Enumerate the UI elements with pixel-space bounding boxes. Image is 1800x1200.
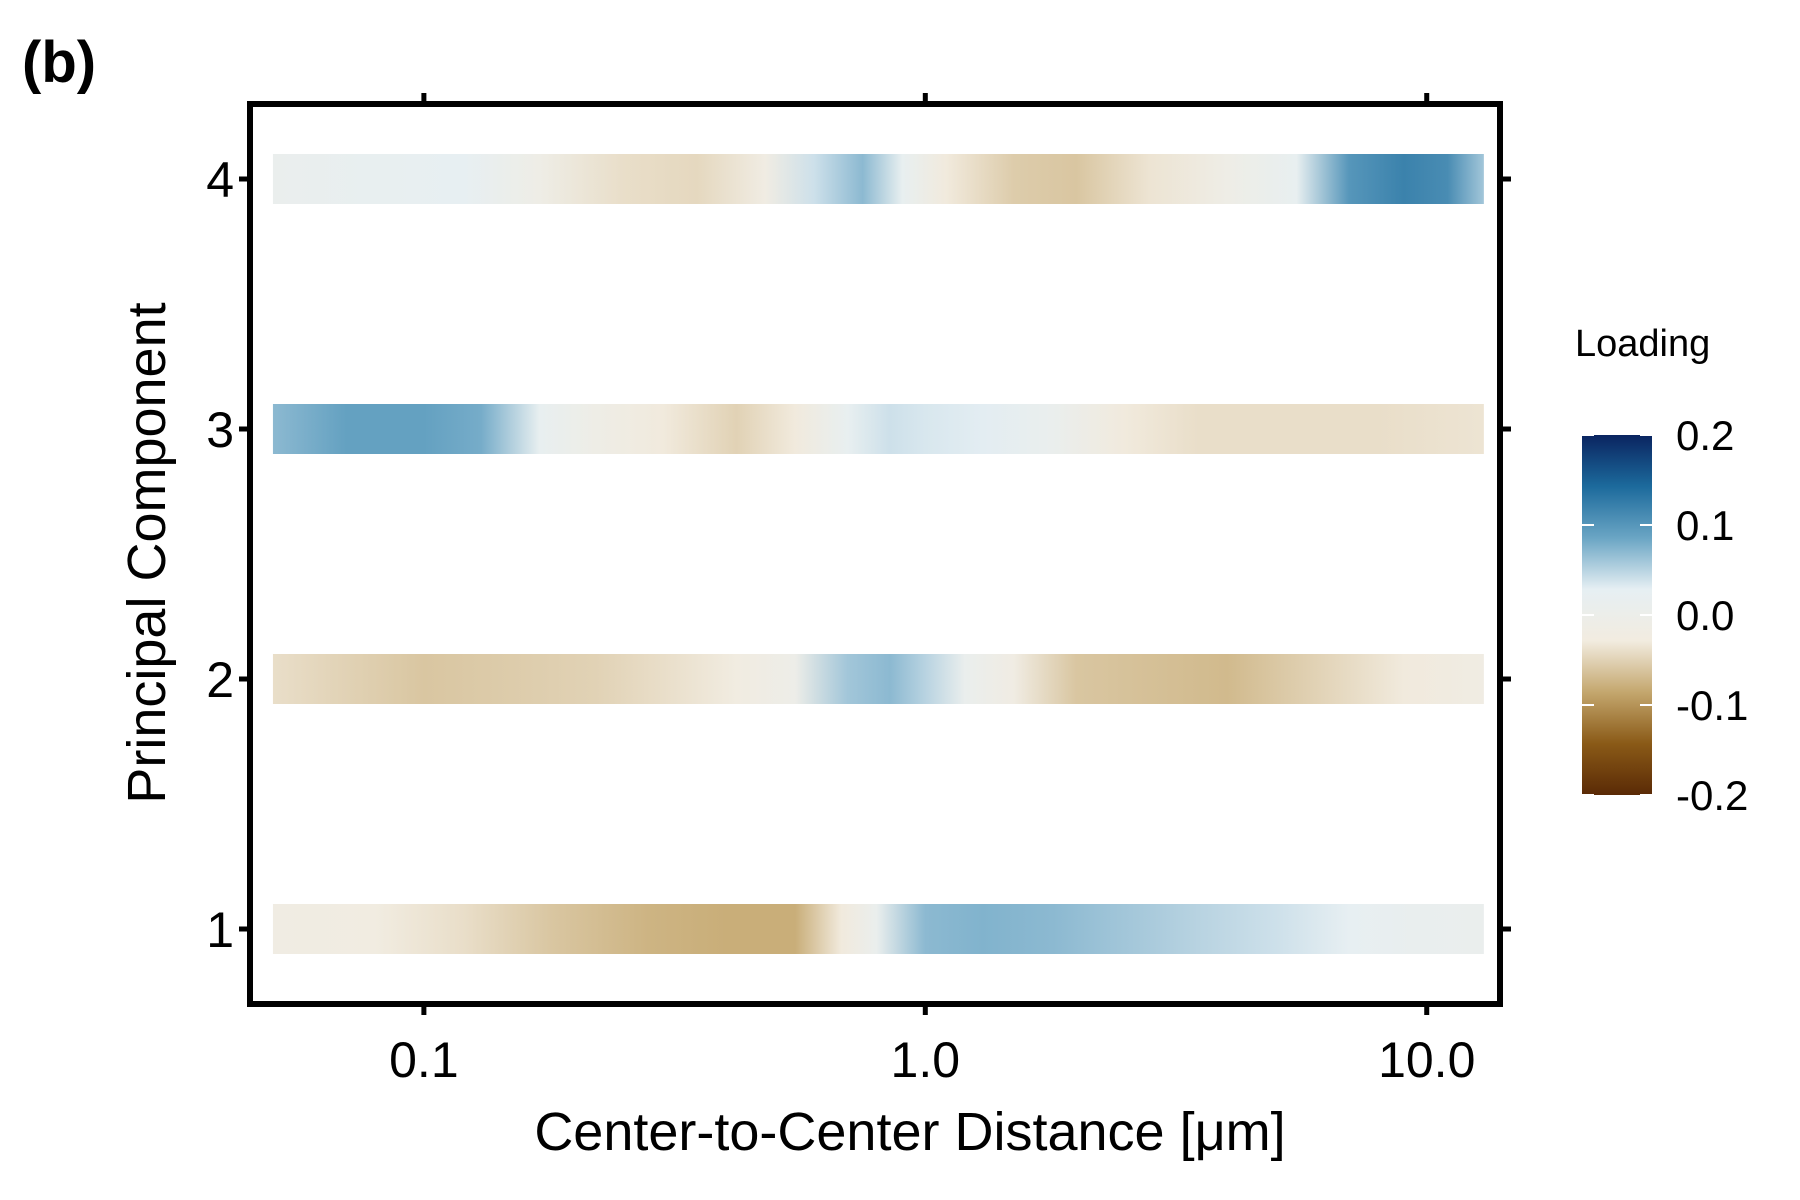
panel-label: (b) xyxy=(22,30,96,95)
heatmap-tiles xyxy=(272,154,1484,954)
legend-break-label: 0.1 xyxy=(1676,502,1734,549)
heatmap-row-pc1 xyxy=(272,904,1484,954)
y-tick-label: 4 xyxy=(206,152,234,208)
axes: 0.1 1.0 10.0 1 2 3 4 xyxy=(206,93,1511,1088)
legend-break-label: -0.2 xyxy=(1676,772,1748,819)
y-axis-title: Principal Component xyxy=(117,302,177,803)
legend-break-label: 0.2 xyxy=(1676,412,1734,459)
heatmap-row-pc4 xyxy=(272,154,1484,204)
color-legend: Loading 0.2 0.1 0.0 -0.1 -0.2 xyxy=(1575,323,1748,819)
y-tick-label: 2 xyxy=(206,652,234,708)
legend-title: Loading xyxy=(1575,323,1710,365)
x-tick-label: 10.0 xyxy=(1378,1032,1475,1088)
legend-break-label: -0.1 xyxy=(1676,682,1748,729)
plot-panel-border xyxy=(247,101,1503,1007)
heatmap-row-pc2 xyxy=(272,654,1484,704)
x-tick-label: 0.1 xyxy=(389,1032,459,1088)
y-tick-label: 3 xyxy=(206,402,234,458)
heatmap-row-pc3 xyxy=(272,404,1484,454)
x-tick-label: 1.0 xyxy=(891,1032,961,1088)
x-axis-title: Center-to-Center Distance [μm] xyxy=(534,1102,1285,1162)
y-tick-label: 1 xyxy=(206,902,234,958)
legend-break-label: 0.0 xyxy=(1676,592,1734,639)
